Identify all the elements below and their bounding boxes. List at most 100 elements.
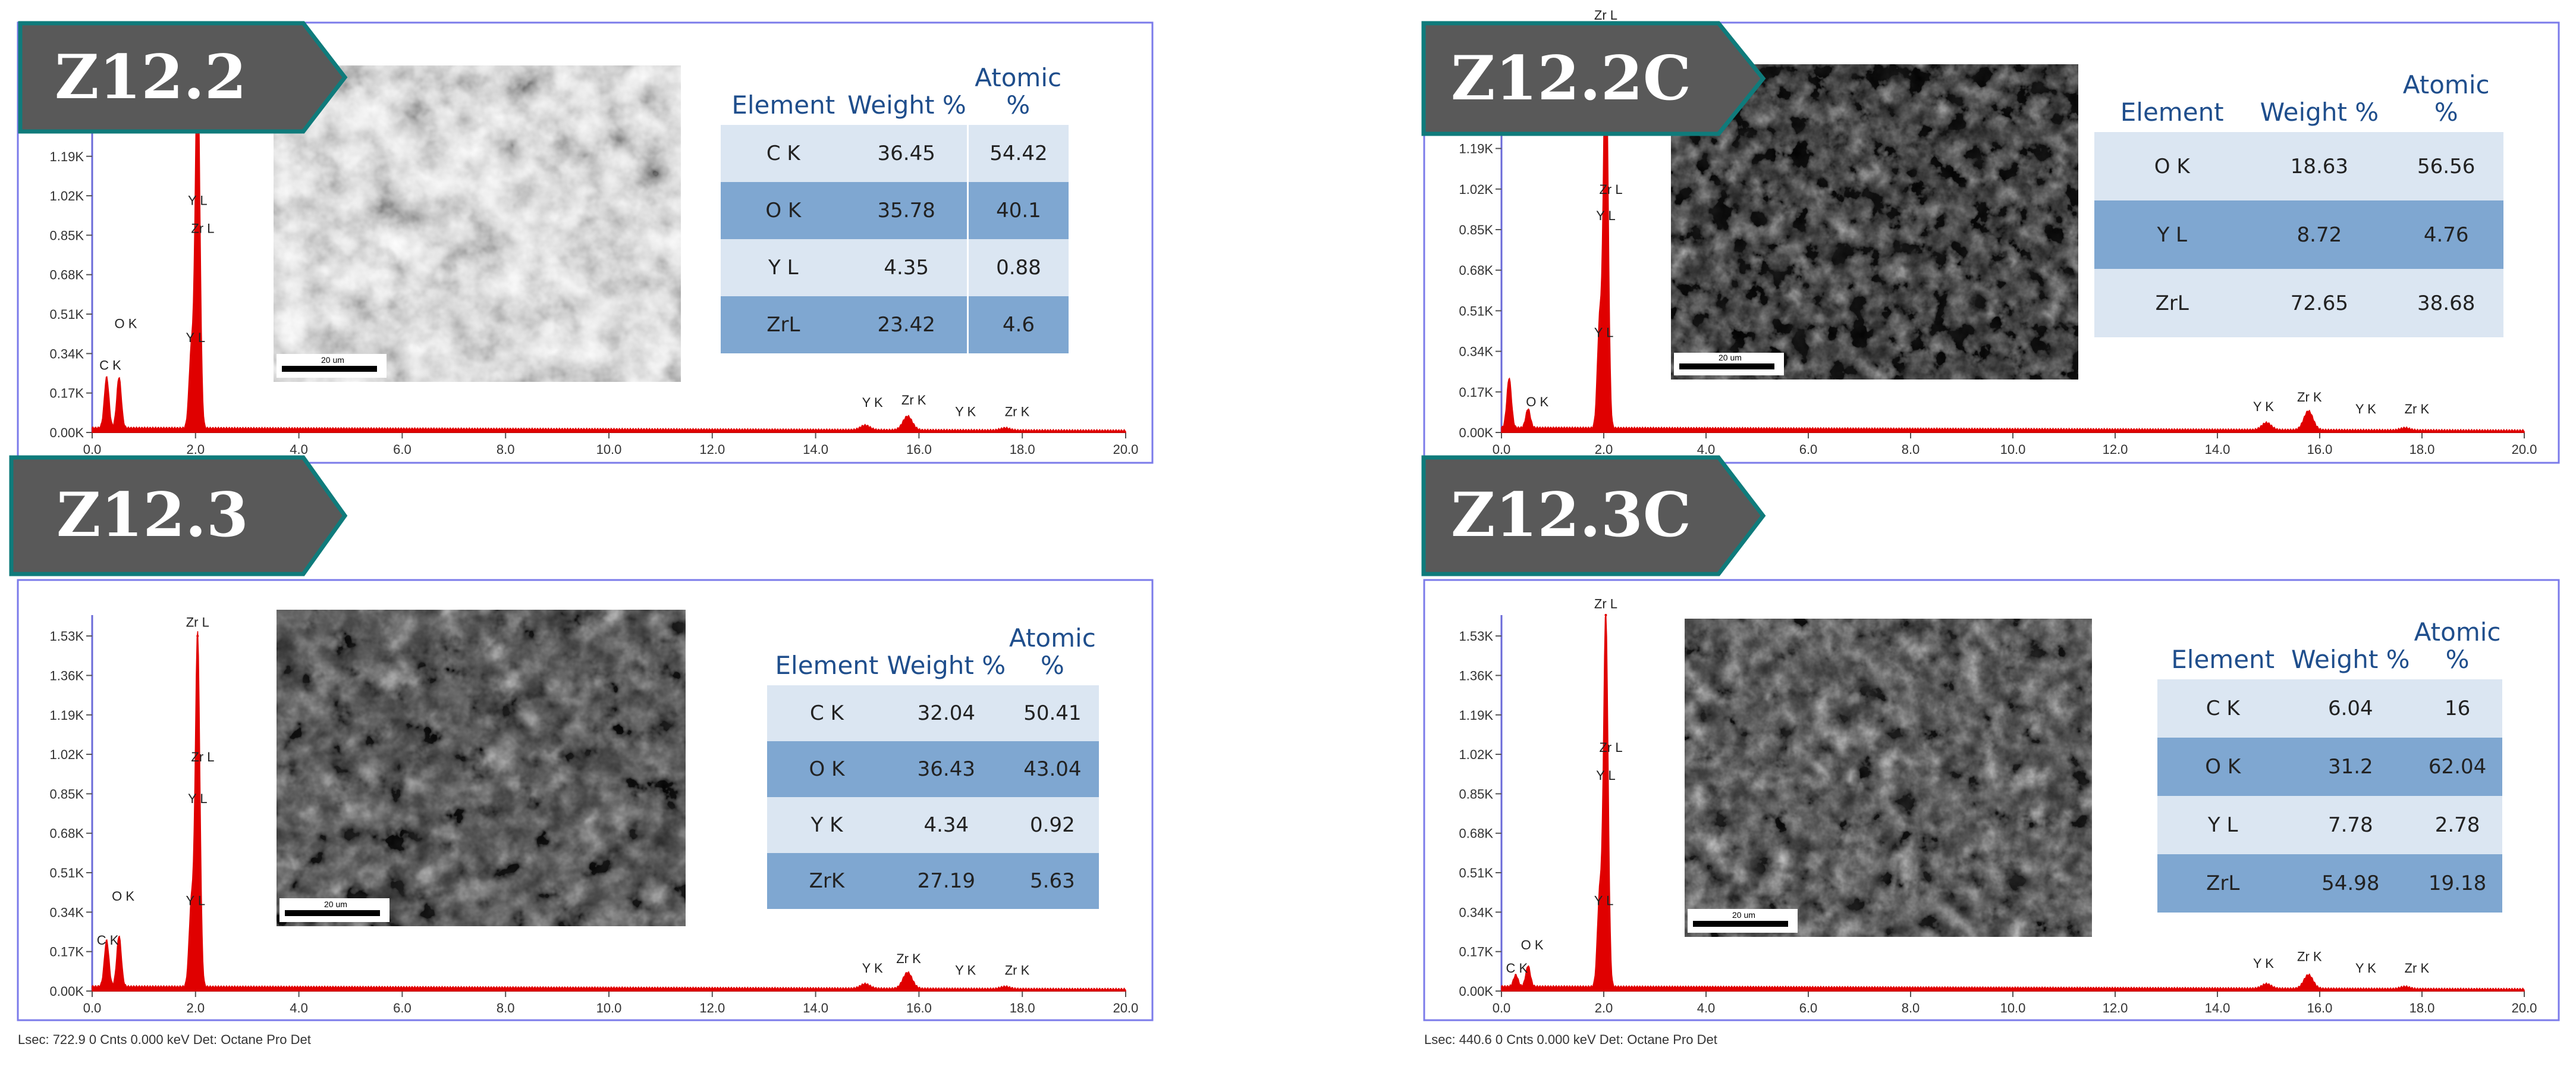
peak-annotation: Zr L [1599,182,1622,197]
x-tick-label: 6.0 [1799,1001,1818,1015]
peak-annotation: Zr K [2405,961,2430,976]
cell-element: Y L [2094,200,2250,269]
x-tick-label: 4.0 [290,1001,308,1015]
col-header-weight: Weight % [2260,98,2379,127]
y-tick-label: 1.19K [50,149,84,164]
peak-annotation: C K [1506,961,1528,976]
cell-atomic: 43.04 [1006,741,1099,797]
x-tick-label: 4.0 [1697,1001,1716,1015]
cell-weight: 8.72 [2250,200,2389,269]
scale-bar-label: 20 um [321,355,344,365]
y-tick-label: 1.02K [1459,182,1494,197]
y-tick-label: 0.51K [1459,866,1494,880]
cell-element: O K [2094,132,2250,200]
y-tick-label: 0.51K [50,307,84,322]
peak-annotation: Y K [955,963,976,978]
x-tick-label: 20.0 [1113,442,1139,457]
sample-label-tag: Z12.2 [18,21,348,134]
spectrum-peak [118,939,121,942]
sample-label-tag: Z12.3C [1421,455,1766,577]
peak-annotation: Y L [186,330,205,345]
spectrum-peak [906,973,909,976]
peak-annotation: Zr L [191,221,214,236]
cell-weight: 54.98 [2288,854,2413,913]
peak-annotation: Y K [2253,399,2274,414]
x-tick-label: 0.0 [1493,442,1511,457]
x-tick-label: 8.0 [1902,442,1920,457]
spectrum-peak [1598,896,1601,899]
cell-weight: 72.65 [2250,269,2389,337]
peak-annotation: C K [97,933,119,948]
cell-atomic: 0.88 [966,239,1069,296]
x-tick-label: 0.0 [1493,1001,1511,1015]
spectrum-peak [2404,428,2407,431]
composition-table: Element Weight % Atomic % C K 6.04 16 O K 31.… [2157,619,2502,913]
cell-weight: 6.04 [2288,679,2413,738]
x-tick-label: 12.0 [2103,442,2128,457]
spectrum-peak [190,906,193,909]
y-tick-label: 0.85K [1459,222,1494,237]
acquisition-footer: Lsec: 722.9 0 Cnts 0.000 keV Det: Octane… [18,1032,311,1047]
peak-annotation: Zr L [1594,596,1617,611]
col-header-atomic: Atomic % [2402,70,2490,127]
sample-label: Z12.2C [1451,43,1692,114]
peak-annotation: Zr L [186,615,209,630]
y-tick-label: 0.17K [50,945,84,960]
peak-annotation: Zr K [896,951,921,966]
x-tick-label: 18.0 [1010,442,1035,457]
peak-annotation: Zr L [191,750,214,764]
y-tick-label: 1.19K [1459,142,1494,156]
spectrum-peak [118,380,121,383]
peak-annotation: Y L [186,893,205,908]
y-tick-label: 0.00K [50,984,84,999]
cell-element: C K [721,125,846,182]
y-tick-label: 0.34K [1459,905,1494,920]
col-header-element: Element [2120,98,2224,127]
spectrum-peak [1526,412,1529,415]
cell-weight: 36.45 [846,125,968,182]
cell-atomic: 19.18 [2412,854,2502,913]
x-tick-label: 2.0 [1595,1001,1613,1015]
cell-atomic: 50.41 [1006,685,1099,741]
col-header-weight: Weight % [887,651,1006,680]
y-tick-label: 0.00K [1459,425,1494,440]
x-tick-label: 8.0 [1902,1001,1920,1015]
spectrum-peak [2404,987,2407,990]
spectrum-peak [1604,614,1607,616]
col-header-weight: Weight % [2291,645,2410,674]
x-tick-label: 10.0 [2000,442,2026,457]
y-tick-label: 0.34K [1459,344,1494,359]
x-tick-label: 6.0 [393,1001,411,1015]
col-header-weight: Weight % [847,90,966,120]
y-tick-label: 0.17K [50,386,84,401]
cell-atomic: 38.68 [2389,269,2503,337]
cell-atomic: 16 [2412,679,2502,738]
x-tick-label: 18.0 [2409,442,2435,457]
scale-bar-label: 20 um [1719,353,1742,362]
spectrum-peak [906,417,909,420]
x-tick-label: 14.0 [2205,442,2231,457]
peak-annotation: Zr K [2405,402,2430,416]
cell-weight: 18.63 [2250,132,2389,200]
y-tick-label: 0.68K [1459,263,1494,278]
peak-annotation: Y L [188,193,208,208]
sample-label: Z12.3 [56,479,249,551]
y-tick-label: 0.68K [50,268,84,283]
y-tick-label: 1.02K [50,189,84,203]
x-tick-label: 6.0 [1799,442,1818,457]
cell-atomic: 2.78 [2412,796,2502,854]
spectrum-peak [864,427,867,429]
col-header-atomic: Atomic % [1009,623,1096,680]
y-tick-label: 1.19K [50,708,84,723]
spectrum-peak [864,985,867,988]
cell-element: ZrL [2157,854,2289,913]
cell-element: O K [2157,738,2289,796]
y-tick-label: 1.53K [1459,629,1494,644]
scale-bar-label: 20 um [324,899,347,909]
peak-annotation: Zr L [1594,8,1617,23]
y-tick-label: 0.17K [1459,385,1494,400]
cell-weight: 35.78 [846,182,968,239]
x-tick-label: 16.0 [2307,1001,2333,1015]
spectrum-peak [190,352,193,355]
col-header-atomic: Atomic % [975,63,1062,120]
